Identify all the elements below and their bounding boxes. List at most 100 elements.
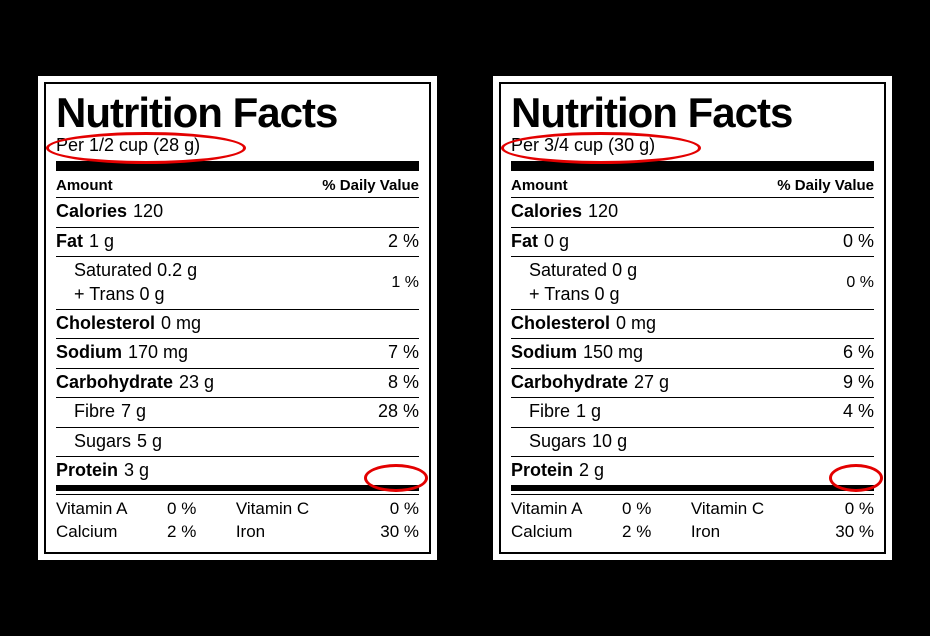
vitamins-block: Vitamin A 0 % Vitamin C 0 % Calcium 2 % … <box>56 494 419 542</box>
sat-dv: 0 % <box>846 274 874 292</box>
calories-name: Calories <box>56 200 127 223</box>
fat-name: Fat <box>56 230 83 253</box>
fat-dv: 0 % <box>843 230 874 253</box>
row-sat-trans: Saturated 0.2 g + Trans 0 g 1 % <box>56 257 419 310</box>
nutrition-label-1: Nutrition Facts Per 1/2 cup (28 g) Amoun… <box>35 73 440 564</box>
row-protein: Protein 3 g <box>56 457 419 491</box>
iron-name: Iron <box>691 522 796 542</box>
calories-value: 120 <box>133 200 163 223</box>
row-sodium: Sodium 150 mg 6 % <box>511 339 874 368</box>
header-row: Amount % Daily Value <box>56 175 419 198</box>
dv-header: % Daily Value <box>777 177 874 194</box>
vitamins-block: Vitamin A 0 % Vitamin C 0 % Calcium 2 % … <box>511 494 874 542</box>
row-sugars: Sugars 10 g <box>511 428 874 457</box>
amount-header: Amount <box>56 177 113 194</box>
protein-name: Protein <box>511 459 573 482</box>
vit-a-name: Vitamin A <box>56 499 159 519</box>
row-fat: Fat 0 g 0 % <box>511 228 874 257</box>
row-chol: Cholesterol 0 mg <box>56 310 419 339</box>
chol-value: 0 mg <box>616 312 656 335</box>
nutrition-label-1-inner: Nutrition Facts Per 1/2 cup (28 g) Amoun… <box>44 82 431 555</box>
title: Nutrition Facts <box>56 92 419 134</box>
fibre-value: 1 g <box>576 400 601 423</box>
carb-dv: 8 % <box>388 371 419 394</box>
carb-dv: 9 % <box>843 371 874 394</box>
fibre-value: 7 g <box>121 400 146 423</box>
sodium-value: 170 mg <box>128 341 188 364</box>
calcium-name: Calcium <box>56 522 159 542</box>
trans-name: + Trans <box>74 284 135 304</box>
sat-name: Saturated <box>74 260 152 280</box>
vit-c-name: Vitamin C <box>691 499 796 519</box>
serving-size: Per 3/4 cup (30 g) <box>511 136 874 172</box>
row-sodium: Sodium 170 mg 7 % <box>56 339 419 368</box>
nutrition-label-2-inner: Nutrition Facts Per 3/4 cup (30 g) Amoun… <box>499 82 886 555</box>
row-protein: Protein 2 g <box>511 457 874 491</box>
carb-value: 27 g <box>634 371 669 394</box>
vit-c-name: Vitamin C <box>236 499 341 519</box>
vit-c-value: 0 % <box>804 499 874 519</box>
row-calories: Calories 120 <box>511 198 874 227</box>
header-row: Amount % Daily Value <box>511 175 874 198</box>
fibre-name: Fibre <box>529 400 570 423</box>
sat-dv: 1 % <box>391 274 419 292</box>
dv-header: % Daily Value <box>322 177 419 194</box>
trans-name: + Trans <box>529 284 590 304</box>
nutrition-label-2: Nutrition Facts Per 3/4 cup (30 g) Amoun… <box>490 73 895 564</box>
calcium-value: 2 % <box>167 522 228 542</box>
sugars-value: 10 g <box>592 430 627 453</box>
protein-value: 2 g <box>579 459 604 482</box>
calcium-value: 2 % <box>622 522 683 542</box>
calcium-name: Calcium <box>511 522 614 542</box>
fat-value: 1 g <box>89 230 114 253</box>
trans-value: 0 g <box>140 284 165 304</box>
chol-value: 0 mg <box>161 312 201 335</box>
iron-name: Iron <box>236 522 341 542</box>
sat-value: 0.2 g <box>157 260 197 280</box>
sodium-name: Sodium <box>511 341 577 364</box>
chol-name: Cholesterol <box>56 312 155 335</box>
trans-value: 0 g <box>595 284 620 304</box>
sugars-name: Sugars <box>74 430 131 453</box>
fat-dv: 2 % <box>388 230 419 253</box>
carb-name: Carbohydrate <box>511 371 628 394</box>
sodium-dv: 6 % <box>843 341 874 364</box>
fibre-name: Fibre <box>74 400 115 423</box>
sodium-value: 150 mg <box>583 341 643 364</box>
protein-value: 3 g <box>124 459 149 482</box>
row-fibre: Fibre 1 g 4 % <box>511 398 874 427</box>
fat-name: Fat <box>511 230 538 253</box>
row-carb: Carbohydrate 23 g 8 % <box>56 369 419 398</box>
sat-name: Saturated <box>529 260 607 280</box>
serving-size: Per 1/2 cup (28 g) <box>56 136 419 172</box>
sat-value: 0 g <box>612 260 637 280</box>
row-chol: Cholesterol 0 mg <box>511 310 874 339</box>
calories-name: Calories <box>511 200 582 223</box>
sodium-dv: 7 % <box>388 341 419 364</box>
amount-header: Amount <box>511 177 568 194</box>
chol-name: Cholesterol <box>511 312 610 335</box>
fibre-dv: 4 % <box>843 400 874 423</box>
row-sugars: Sugars 5 g <box>56 428 419 457</box>
sodium-name: Sodium <box>56 341 122 364</box>
row-carb: Carbohydrate 27 g 9 % <box>511 369 874 398</box>
protein-name: Protein <box>56 459 118 482</box>
iron-value: 30 % <box>349 522 419 542</box>
carb-value: 23 g <box>179 371 214 394</box>
row-fat: Fat 1 g 2 % <box>56 228 419 257</box>
vit-a-value: 0 % <box>622 499 683 519</box>
sugars-name: Sugars <box>529 430 586 453</box>
row-fibre: Fibre 7 g 28 % <box>56 398 419 427</box>
fibre-dv: 28 % <box>378 400 419 423</box>
vit-c-value: 0 % <box>349 499 419 519</box>
vit-a-value: 0 % <box>167 499 228 519</box>
carb-name: Carbohydrate <box>56 371 173 394</box>
sugars-value: 5 g <box>137 430 162 453</box>
vit-a-name: Vitamin A <box>511 499 614 519</box>
title: Nutrition Facts <box>511 92 874 134</box>
calories-value: 120 <box>588 200 618 223</box>
row-calories: Calories 120 <box>56 198 419 227</box>
row-sat-trans: Saturated 0 g + Trans 0 g 0 % <box>511 257 874 310</box>
fat-value: 0 g <box>544 230 569 253</box>
iron-value: 30 % <box>804 522 874 542</box>
